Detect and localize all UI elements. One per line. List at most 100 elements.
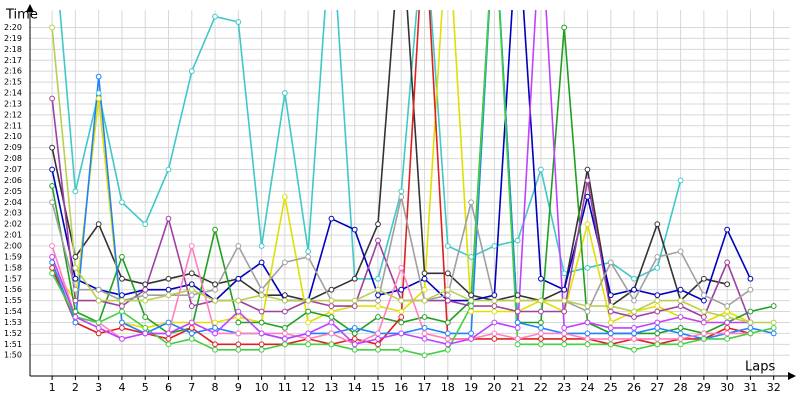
- series-line: [59, 10, 682, 280]
- x-tick-label: 13: [324, 381, 338, 394]
- point: [631, 335, 637, 342]
- y-tick-label: 2:00: [4, 241, 22, 250]
- point: [631, 308, 637, 315]
- plot-area: [49, 10, 777, 359]
- y-tick-label: 2:10: [4, 132, 22, 141]
- point: [375, 335, 381, 342]
- point: [584, 177, 591, 184]
- y-axis-label: Time: [5, 8, 38, 23]
- x-tick-label: 18: [441, 381, 455, 394]
- point: [212, 319, 218, 326]
- point: [584, 193, 591, 200]
- point: [398, 319, 405, 326]
- point: [607, 325, 614, 331]
- point: [514, 308, 521, 315]
- point: [49, 166, 56, 173]
- point: [142, 292, 149, 299]
- point: [95, 319, 102, 326]
- point: [119, 199, 125, 206]
- point: [724, 330, 731, 337]
- point: [212, 341, 218, 348]
- y-tick-label: 1:54: [4, 307, 22, 316]
- x-tick-label: 7: [188, 381, 195, 394]
- x-tick-label: 32: [767, 381, 781, 394]
- x-tick-label: 9: [235, 381, 242, 394]
- point: [72, 314, 79, 320]
- series-line: [51, 10, 774, 357]
- point: [142, 314, 149, 320]
- point: [631, 314, 637, 320]
- point: [165, 292, 172, 299]
- point: [444, 297, 451, 304]
- point: [49, 24, 56, 31]
- point: [119, 303, 125, 309]
- x-tick-label: 23: [557, 381, 571, 394]
- point: [584, 341, 591, 348]
- point: [561, 335, 568, 342]
- point: [49, 144, 56, 151]
- point: [700, 297, 707, 304]
- point: [188, 303, 195, 309]
- point: [444, 319, 451, 326]
- point: [305, 330, 312, 337]
- point: [328, 314, 335, 320]
- point: [468, 330, 475, 337]
- point: [165, 330, 172, 337]
- point: [491, 303, 498, 309]
- point: [538, 308, 544, 315]
- point: [351, 303, 358, 309]
- point: [421, 352, 428, 359]
- y-tick-label: 2:12: [4, 110, 22, 119]
- y-tick-label: 2:13: [4, 99, 22, 108]
- point: [281, 325, 288, 331]
- point: [724, 325, 731, 331]
- point: [747, 275, 754, 282]
- x-tick-label: 2: [72, 381, 79, 394]
- point: [421, 275, 428, 282]
- point: [398, 346, 405, 353]
- point: [561, 297, 568, 304]
- point: [654, 335, 661, 342]
- point: [654, 221, 661, 228]
- point: [770, 319, 777, 326]
- point: [421, 270, 428, 277]
- point: [165, 341, 172, 348]
- point: [72, 188, 79, 195]
- point: [584, 264, 591, 271]
- point: [700, 335, 707, 342]
- x-tick-label: 29: [697, 381, 711, 394]
- point: [724, 281, 731, 288]
- point: [677, 330, 684, 337]
- point: [72, 264, 79, 271]
- point: [95, 325, 102, 331]
- point: [561, 330, 568, 337]
- point: [398, 286, 405, 293]
- point: [351, 346, 358, 353]
- x-tick-label: 14: [348, 381, 362, 394]
- point: [607, 341, 614, 348]
- x-tick-label: 27: [650, 381, 664, 394]
- point: [188, 325, 195, 331]
- point: [119, 292, 125, 299]
- point: [491, 330, 498, 337]
- point: [444, 286, 451, 293]
- point: [468, 335, 475, 342]
- y-tick-label: 2:11: [4, 121, 22, 130]
- point: [724, 308, 731, 315]
- x-tick-label: 15: [371, 381, 385, 394]
- point: [538, 166, 544, 173]
- series-line: [51, 10, 774, 335]
- point: [654, 308, 661, 315]
- point: [95, 221, 102, 228]
- point: [607, 303, 614, 309]
- point: [49, 95, 56, 102]
- x-tick-label: 10: [255, 381, 269, 394]
- point: [351, 335, 358, 342]
- point: [398, 308, 405, 315]
- point: [375, 303, 381, 309]
- point: [468, 292, 475, 299]
- point: [235, 297, 242, 304]
- x-tick-label: 4: [118, 381, 125, 394]
- point: [72, 286, 79, 293]
